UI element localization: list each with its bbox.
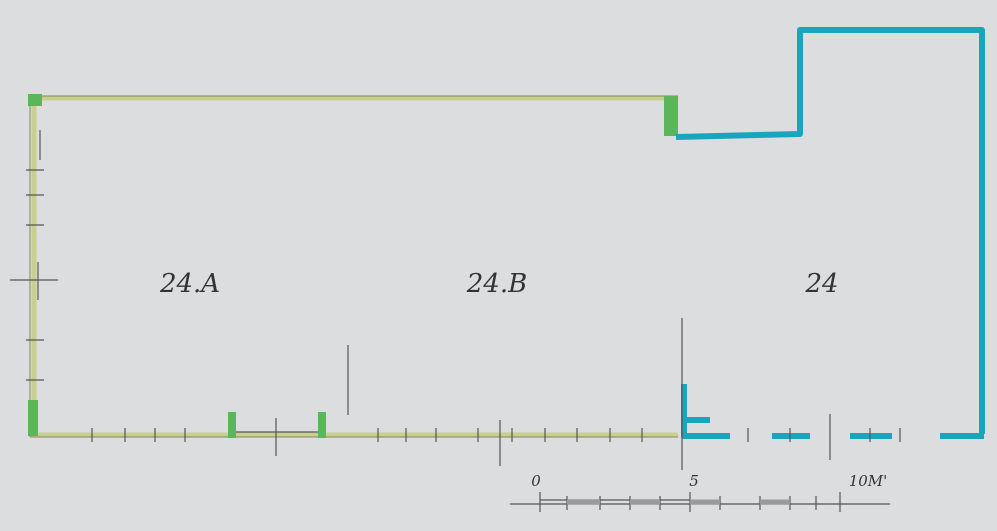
floor-plan: 24.A 24.B 24 0 5 10M' bbox=[0, 0, 997, 531]
scale-label: 0 bbox=[531, 472, 541, 490]
room-label: 24 bbox=[804, 269, 838, 299]
scale-label: 10M' bbox=[849, 472, 888, 490]
room-label: 24.B bbox=[466, 269, 527, 299]
background bbox=[0, 0, 997, 531]
scale-label: 5 bbox=[689, 472, 699, 490]
room-label: 24.A bbox=[159, 269, 220, 299]
